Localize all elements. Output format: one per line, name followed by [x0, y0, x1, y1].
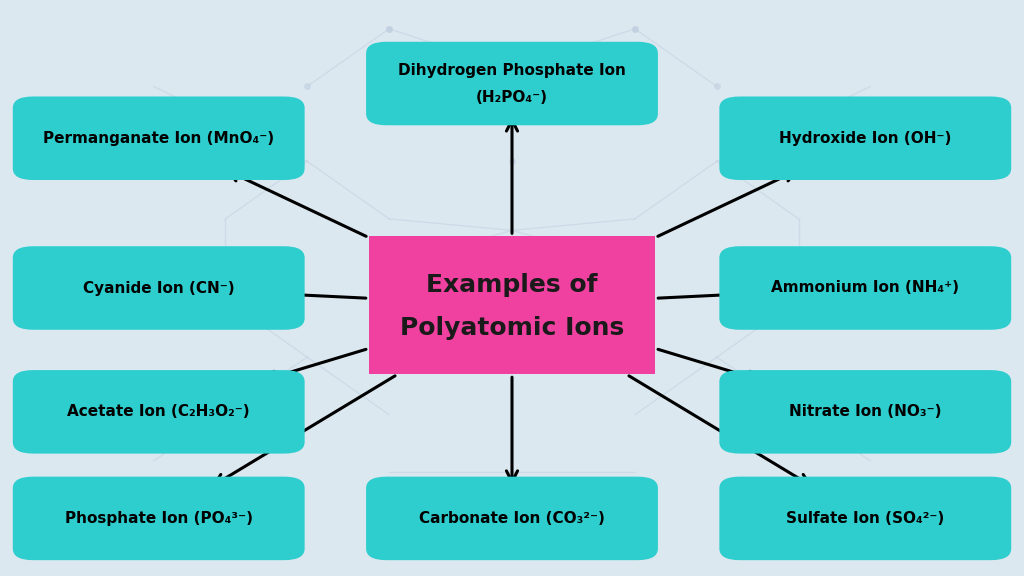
Text: Ammonium Ion (NH₄⁺): Ammonium Ion (NH₄⁺): [771, 281, 959, 295]
FancyBboxPatch shape: [12, 247, 305, 329]
FancyBboxPatch shape: [719, 477, 1011, 560]
Text: Permanganate Ion (MnO₄⁻): Permanganate Ion (MnO₄⁻): [43, 131, 274, 146]
FancyBboxPatch shape: [12, 477, 305, 560]
Text: Nitrate Ion (NO₃⁻): Nitrate Ion (NO₃⁻): [790, 404, 941, 419]
Text: Acetate Ion (C₂H₃O₂⁻): Acetate Ion (C₂H₃O₂⁻): [68, 404, 250, 419]
FancyBboxPatch shape: [367, 42, 657, 126]
Text: Cyanide Ion (CN⁻): Cyanide Ion (CN⁻): [83, 281, 234, 295]
FancyBboxPatch shape: [367, 477, 657, 560]
FancyBboxPatch shape: [369, 236, 655, 374]
Text: Sulfate Ion (SO₄²⁻): Sulfate Ion (SO₄²⁻): [786, 511, 944, 526]
Text: Examples of: Examples of: [426, 273, 598, 297]
Text: Polyatomic Ions: Polyatomic Ions: [400, 316, 624, 340]
Text: Dihydrogen Phosphate Ion: Dihydrogen Phosphate Ion: [398, 63, 626, 78]
Text: Phosphate Ion (PO₄³⁻): Phosphate Ion (PO₄³⁻): [65, 511, 253, 526]
Text: (H₂PO₄⁻): (H₂PO₄⁻): [476, 90, 548, 105]
FancyBboxPatch shape: [12, 97, 305, 180]
FancyBboxPatch shape: [719, 247, 1011, 329]
FancyBboxPatch shape: [719, 97, 1011, 180]
FancyBboxPatch shape: [12, 370, 305, 454]
FancyBboxPatch shape: [719, 370, 1011, 454]
Text: Carbonate Ion (CO₃²⁻): Carbonate Ion (CO₃²⁻): [419, 511, 605, 526]
Text: Hydroxide Ion (OH⁻): Hydroxide Ion (OH⁻): [779, 131, 951, 146]
